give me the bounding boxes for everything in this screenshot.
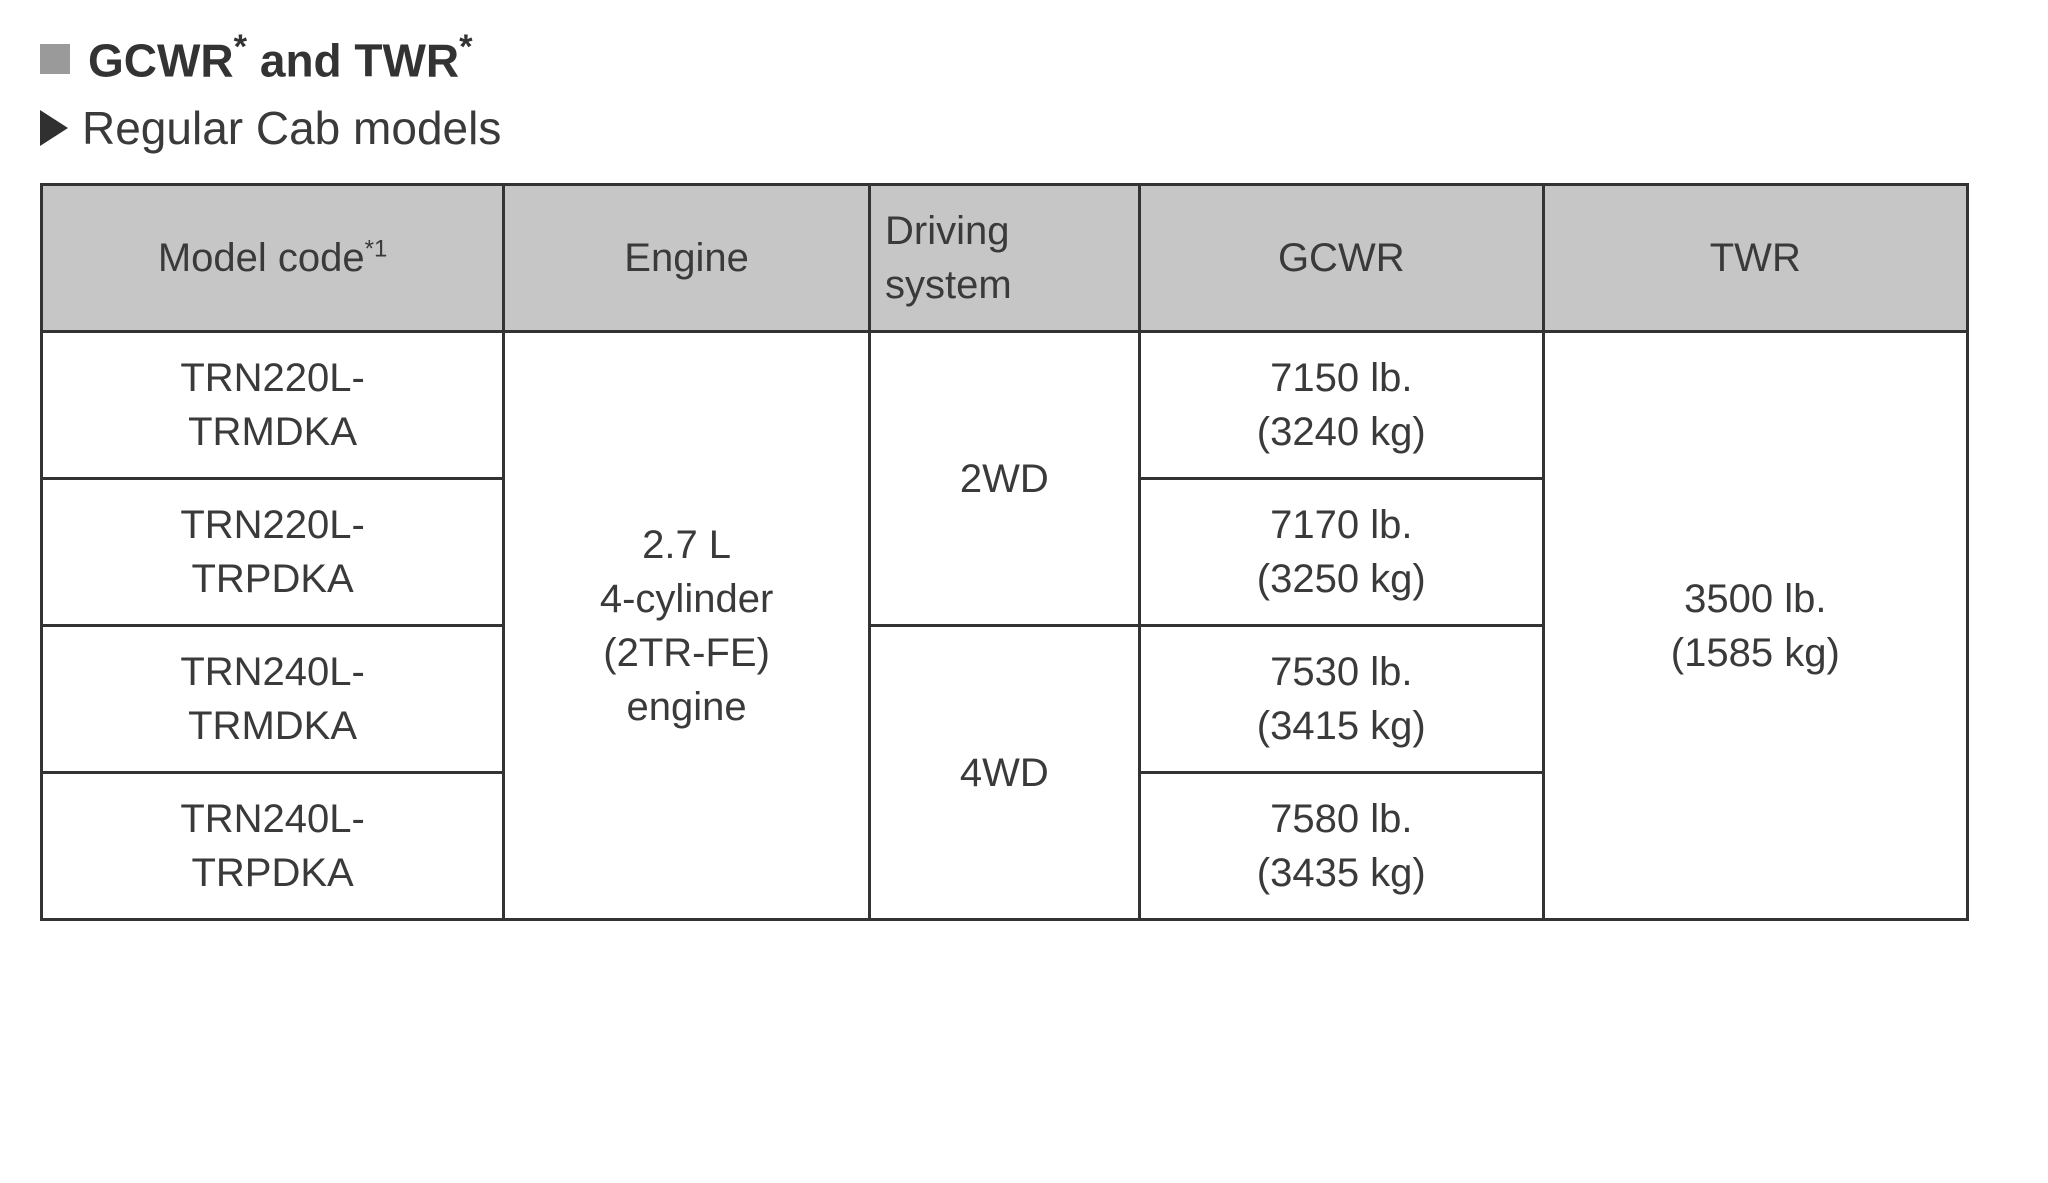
cell-model-code: TRN220L- TRMDKA — [42, 332, 504, 479]
title-part1: GCWR — [88, 34, 234, 86]
model-line1: TRN220L- — [180, 356, 365, 400]
header-driving-line2: system — [885, 263, 1012, 307]
cell-gcwr: 7170 lb. (3250 kg) — [1139, 479, 1543, 626]
cell-gcwr: 7580 lb. (3435 kg) — [1139, 773, 1543, 920]
cell-gcwr: 7530 lb. (3415 kg) — [1139, 626, 1543, 773]
header-driving-system: Driving system — [870, 185, 1140, 332]
gcwr-line1: 7530 lb. — [1270, 650, 1412, 694]
engine-line4: engine — [627, 685, 747, 729]
engine-line3: (2TR-FE) — [603, 631, 770, 675]
table-row: TRN220L- TRMDKA 2.7 L 4-cylinder (2TR-FE… — [42, 332, 1968, 479]
title-sup1: * — [234, 28, 247, 66]
model-line1: TRN220L- — [180, 503, 365, 547]
title-mid: and TWR — [247, 34, 459, 86]
subsection-row: Regular Cab models — [40, 101, 2008, 155]
header-gcwr: GCWR — [1139, 185, 1543, 332]
gcwr-line1: 7150 lb. — [1270, 356, 1412, 400]
cell-driving-2wd: 2WD — [870, 332, 1140, 626]
twr-line2: (1585 kg) — [1671, 631, 1840, 675]
engine-line1: 2.7 L — [642, 523, 731, 567]
gcwr-line1: 7170 lb. — [1270, 503, 1412, 547]
header-model-code-sup: *1 — [365, 236, 388, 263]
header-twr: TWR — [1543, 185, 1967, 332]
subsection-title: Regular Cab models — [82, 101, 501, 155]
title-sup2: * — [459, 28, 472, 66]
engine-line2: 4-cylinder — [600, 577, 773, 621]
header-driving-line1: Driving — [885, 209, 1009, 253]
section-title: GCWR* and TWR* — [88, 30, 473, 87]
cell-twr: 3500 lb. (1585 kg) — [1543, 332, 1967, 920]
cell-model-code: TRN240L- TRMDKA — [42, 626, 504, 773]
gcwr-line2: (3435 kg) — [1257, 851, 1426, 895]
gcwr-line2: (3415 kg) — [1257, 704, 1426, 748]
gcwr-line2: (3250 kg) — [1257, 557, 1426, 601]
gcwr-line1: 7580 lb. — [1270, 797, 1412, 841]
model-line1: TRN240L- — [180, 797, 365, 841]
triangle-bullet-icon — [40, 110, 68, 146]
model-line2: TRPDKA — [191, 851, 353, 895]
cell-engine: 2.7 L 4-cylinder (2TR-FE) engine — [504, 332, 870, 920]
gcwr-line2: (3240 kg) — [1257, 410, 1426, 454]
cell-driving-4wd: 4WD — [870, 626, 1140, 920]
cell-gcwr: 7150 lb. (3240 kg) — [1139, 332, 1543, 479]
header-model-code: Model code*1 — [42, 185, 504, 332]
spec-table: Model code*1 Engine Driving system GCWR … — [40, 183, 1969, 921]
header-model-code-label: Model code — [158, 236, 365, 280]
twr-line1: 3500 lb. — [1684, 577, 1826, 621]
cell-model-code: TRN220L- TRPDKA — [42, 479, 504, 626]
header-engine: Engine — [504, 185, 870, 332]
model-line2: TRPDKA — [191, 557, 353, 601]
section-title-row: GCWR* and TWR* — [40, 30, 2008, 87]
model-line2: TRMDKA — [188, 410, 357, 454]
model-line2: TRMDKA — [188, 704, 357, 748]
model-line1: TRN240L- — [180, 650, 365, 694]
square-bullet-icon — [40, 44, 70, 74]
table-header-row: Model code*1 Engine Driving system GCWR … — [42, 185, 1968, 332]
cell-model-code: TRN240L- TRPDKA — [42, 773, 504, 920]
